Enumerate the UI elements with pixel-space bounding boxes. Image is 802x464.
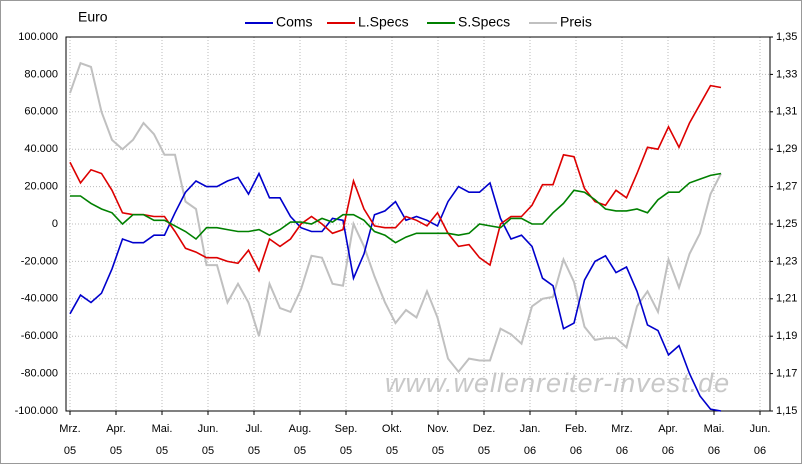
series-line	[69, 84, 722, 273]
y-tick-label: 0	[52, 218, 58, 230]
x-tick-label: Jul.	[245, 423, 262, 435]
x-tick-label: Mai.	[704, 423, 725, 435]
y2-tick-label: 1,19	[776, 330, 797, 342]
x-tick-label: Mrz.	[611, 423, 632, 435]
watermark: www.wellenreiter-invest.de	[385, 368, 730, 398]
y-tick-label: -100.000	[15, 405, 58, 417]
x-tick-label: 06	[754, 445, 766, 457]
x-tick-label: Aug.	[289, 423, 312, 435]
y2-tick-label: 1,21	[776, 293, 797, 305]
y-tick-label: 60.000	[24, 106, 58, 118]
x-tick-label: 05	[294, 445, 306, 457]
x-tick-label: Feb.	[565, 423, 587, 435]
series-line	[69, 61, 722, 374]
y2-tick-label: 1,23	[776, 255, 797, 267]
x-tick-label: 05	[110, 445, 122, 457]
x-tick-label: 06	[616, 445, 628, 457]
y-tick-label: -40.000	[21, 293, 58, 305]
y2-tick-label: 1,29	[776, 143, 797, 155]
legend-label: Preis	[560, 14, 592, 30]
y2-tick-label: 1,17	[776, 368, 797, 380]
y2-tick-label: 1,31	[776, 106, 797, 118]
y-tick-label: -80.000	[21, 368, 58, 380]
y2-tick-label: 1,25	[776, 218, 797, 230]
x-tick-label: 05	[432, 445, 444, 457]
series-line	[70, 172, 722, 244]
y2-tick-label: 1,33	[776, 68, 797, 80]
x-tick-label: 06	[708, 445, 720, 457]
x-tick-label: Dez.	[473, 423, 496, 435]
x-tick-label: Mai.	[152, 423, 173, 435]
x-tick-label: 06	[662, 445, 674, 457]
y-tick-label: 80.000	[24, 68, 58, 80]
y-tick-label: 40.000	[24, 143, 58, 155]
x-tick-label: 05	[156, 445, 168, 457]
legend-label: Coms	[276, 14, 313, 30]
x-tick-label: 05	[478, 445, 490, 457]
x-tick-label: 05	[248, 445, 260, 457]
plot-area	[65, 36, 771, 412]
x-tick-label: Jun.	[750, 423, 771, 435]
x-tick-label: 06	[570, 445, 582, 457]
x-tick-label: Mrz.	[59, 423, 80, 435]
y-axis-label: Euro	[78, 9, 108, 25]
x-tick-label: Jun.	[198, 423, 219, 435]
y-tick-label: -60.000	[21, 330, 58, 342]
x-tick-label: 05	[64, 445, 76, 457]
x-tick-label: Sep.	[335, 423, 358, 435]
y-tick-label: -20.000	[21, 255, 58, 267]
legend-label: S.Specs	[458, 14, 510, 30]
y-tick-label: 100.000	[18, 31, 58, 43]
legend-label: L.Specs	[358, 14, 409, 30]
x-tick-label: 05	[340, 445, 352, 457]
y2-tick-label: 1,27	[776, 181, 797, 193]
x-tick-label: Jan.	[520, 423, 541, 435]
x-tick-label: 05	[202, 445, 214, 457]
x-tick-label: 05	[386, 445, 398, 457]
x-tick-label: Okt.	[382, 423, 402, 435]
y-tick-label: 20.000	[24, 181, 58, 193]
x-tick-label: Apr.	[106, 423, 126, 435]
y2-tick-label: 1,35	[776, 31, 797, 43]
x-tick-label: Apr.	[658, 423, 678, 435]
x-tick-label: Nov.	[427, 423, 449, 435]
x-tick-label: 06	[524, 445, 536, 457]
series-line	[69, 171, 722, 412]
y2-tick-label: 1,15	[776, 405, 797, 417]
